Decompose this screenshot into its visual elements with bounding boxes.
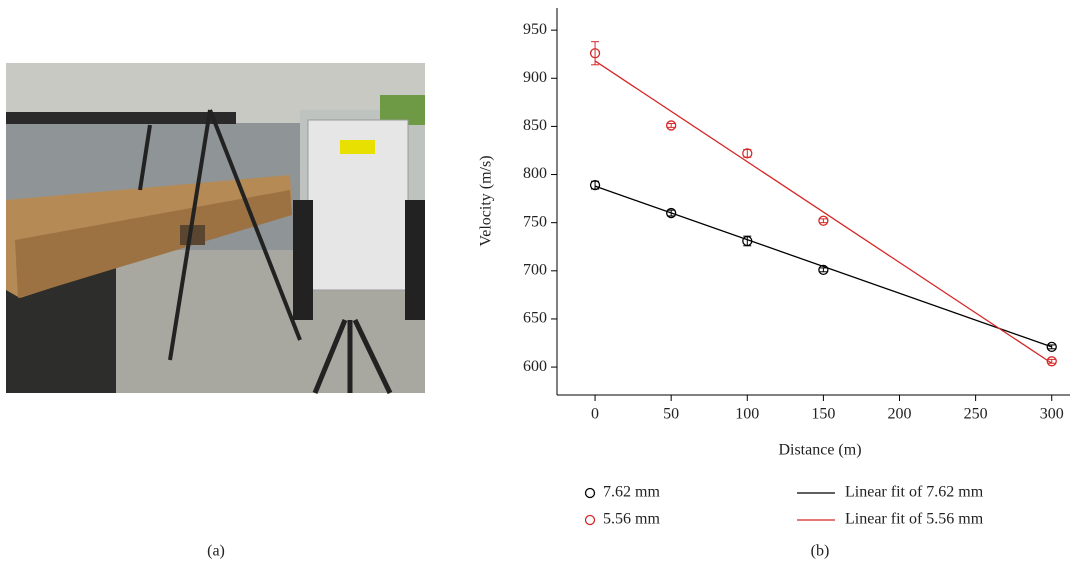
legend-label: 5.56 mm	[603, 511, 660, 528]
x-tick-label: 0	[591, 406, 599, 423]
legend-symbol	[584, 487, 596, 499]
x-tick-label: 50	[663, 406, 679, 423]
fit-line	[594, 60, 1053, 364]
x-tick-label: 300	[1040, 406, 1064, 423]
x-axis-label: Distance (m)	[778, 442, 861, 459]
y-tick-label: 900	[523, 69, 547, 86]
y-tick-label: 750	[523, 213, 547, 230]
panel-label: (b)	[811, 543, 830, 560]
data-point	[1046, 356, 1057, 367]
legend-symbol	[584, 514, 596, 526]
legend-label: Linear fit of 7.62 mm	[845, 484, 984, 501]
data-point	[742, 148, 753, 159]
y-tick-label: 600	[523, 358, 547, 375]
y-tick-label: 800	[523, 165, 547, 182]
legend-label: Linear fit of 5.56 mm	[845, 511, 984, 528]
y-tick-label: 950	[523, 21, 547, 38]
fit-line	[594, 185, 1052, 348]
data-point	[589, 48, 601, 59]
y-axis-label: Velocity (m/s)	[478, 155, 495, 246]
data-point	[1046, 341, 1057, 353]
y-tick-label: 700	[523, 261, 547, 278]
data-point	[818, 215, 829, 226]
y-tick-label: 850	[523, 117, 547, 134]
photo	[6, 63, 425, 395]
data-point	[666, 207, 677, 219]
data-point	[818, 264, 829, 276]
panel-label: (a)	[207, 543, 225, 560]
x-tick-label: 100	[735, 406, 759, 423]
data-point	[666, 120, 677, 131]
y-tick-label: 650	[523, 310, 547, 327]
data-point	[589, 179, 601, 191]
x-tick-label: 150	[811, 406, 835, 423]
x-tick-label: 200	[888, 406, 912, 423]
legend-label: 7.62 mm	[603, 484, 660, 501]
x-tick-label: 250	[964, 406, 988, 423]
